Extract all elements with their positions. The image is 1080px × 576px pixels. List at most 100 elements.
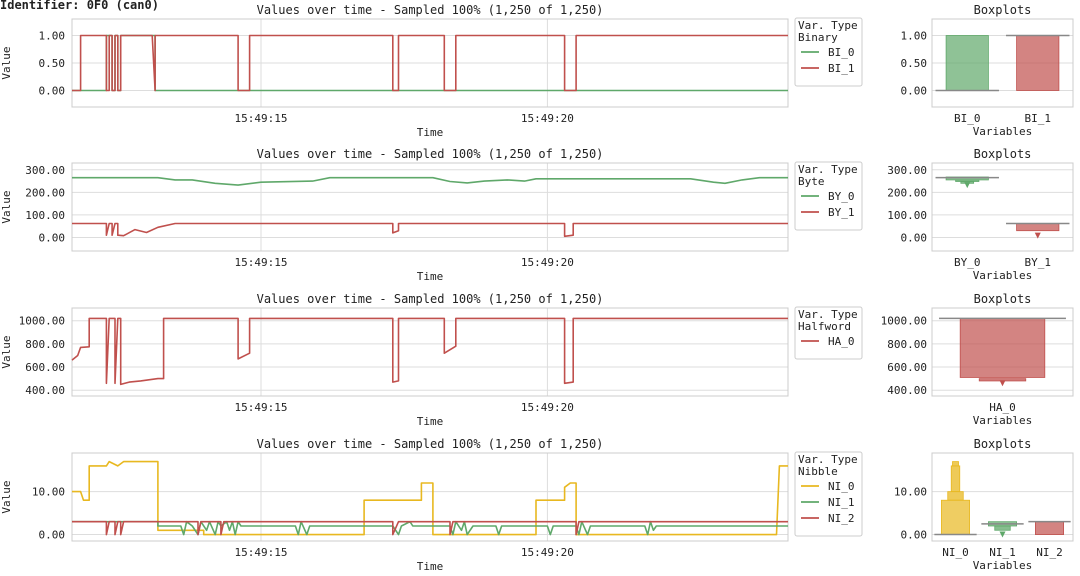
x-tick-label: BI_1 <box>1025 112 1052 125</box>
y-tick-label: 600.00 <box>887 361 927 374</box>
legend-label: BY_1 <box>828 206 855 219</box>
y-tick-label: 1.00 <box>39 30 66 43</box>
series-line-ni-0 <box>72 460 788 536</box>
y-tick-label: 200.00 <box>887 186 927 199</box>
x-tick-label: 15:49:15 <box>235 112 288 125</box>
series-line-ni-2 <box>72 520 788 536</box>
legend-title: Var. Type <box>798 19 858 32</box>
y-tick-label: 800.00 <box>25 338 65 351</box>
x-tick-label: NI_1 <box>989 546 1016 559</box>
x-tick-label: BY_0 <box>954 256 981 269</box>
y-tick-label: 1.00 <box>901 30 928 43</box>
y-axis-label: Value <box>0 190 13 223</box>
y-tick-label: 200.00 <box>25 186 65 199</box>
y-tick-label: 0.00 <box>39 529 66 542</box>
legend-label: NI_2 <box>828 512 855 525</box>
boxplot-title: Boxplots <box>974 437 1032 451</box>
x-tick-label: 15:49:20 <box>521 256 574 269</box>
legend-title: Var. Type <box>798 308 858 321</box>
outlier-marker <box>964 182 971 189</box>
series-line-ha-0 <box>71 317 788 386</box>
y-tick-label: 100.00 <box>887 209 927 222</box>
box-segment-ha-0 <box>959 318 1046 378</box>
outlier-marker <box>1034 232 1041 239</box>
legend-group: Byte <box>798 175 825 188</box>
legend-label: NI_0 <box>828 480 855 493</box>
legend-label: BY_0 <box>828 190 855 203</box>
legend-box <box>794 451 863 537</box>
box-segment-ni-0 <box>952 461 959 467</box>
identifier-label: Identifier: 0F0 (can0) <box>0 0 159 12</box>
y-tick-label: 300.00 <box>25 164 65 177</box>
y-tick-label: 600.00 <box>25 361 65 374</box>
y-tick-label: 800.00 <box>887 338 927 351</box>
legend-box <box>794 306 863 360</box>
series-line-ni-1 <box>72 520 788 536</box>
legend-group: Halfword <box>798 320 851 333</box>
box-segment-ni-1 <box>994 525 1011 531</box>
x-tick-label: 15:49:20 <box>521 401 574 414</box>
legend-group: Binary <box>798 31 838 44</box>
box-segment-ni-0 <box>950 465 961 493</box>
box-segment-ni-0 <box>947 491 964 501</box>
y-axis-label: Value <box>0 335 13 368</box>
plot-frame <box>931 18 1074 108</box>
series-line-by-0 <box>72 176 788 186</box>
x-axis-label: Time <box>417 560 444 573</box>
y-tick-label: 0.00 <box>901 529 928 542</box>
plot-frame <box>71 307 789 397</box>
legend-label: NI_1 <box>828 496 855 509</box>
legend-label: BI_0 <box>828 46 855 59</box>
x-axis-label: Variables <box>973 125 1033 138</box>
legend-label: BI_1 <box>828 62 855 75</box>
series-line-bi-1 <box>72 34 788 92</box>
x-axis-label: Variables <box>973 414 1033 427</box>
y-tick-label: 0.00 <box>901 231 928 244</box>
y-tick-label: 400.00 <box>887 384 927 397</box>
box-segment-bi-1 <box>1016 35 1060 91</box>
y-tick-label: 10.00 <box>32 486 65 499</box>
legend-label: HA_0 <box>828 335 855 348</box>
x-axis-label: Time <box>417 415 444 428</box>
y-tick-label: 1000.00 <box>881 315 927 328</box>
y-tick-label: 0.00 <box>39 231 66 244</box>
y-tick-label: 0.50 <box>901 57 928 70</box>
legend-box <box>794 161 863 231</box>
boxplot-title: Boxplots <box>974 147 1032 161</box>
x-tick-label: 15:49:15 <box>235 401 288 414</box>
x-tick-label: NI_2 <box>1036 546 1063 559</box>
chart-title: Values over time - Sampled 100% (1,250 o… <box>257 3 604 17</box>
chart-title: Values over time - Sampled 100% (1,250 o… <box>257 147 604 161</box>
y-tick-label: 0.00 <box>39 85 66 98</box>
legend-group: Nibble <box>798 465 838 478</box>
x-axis-label: Time <box>417 126 444 139</box>
outlier-marker <box>999 380 1006 387</box>
box-segment-bi-0 <box>945 35 989 91</box>
boxplot-title: Boxplots <box>974 3 1032 17</box>
x-tick-label: BY_1 <box>1025 256 1052 269</box>
x-tick-label: 15:49:20 <box>521 546 574 559</box>
x-tick-label: 15:49:20 <box>521 112 574 125</box>
box-segment-by-1 <box>1016 223 1060 232</box>
y-tick-label: 400.00 <box>25 384 65 397</box>
x-tick-label: NI_0 <box>942 546 969 559</box>
y-axis-label: Value <box>0 480 13 513</box>
y-tick-label: 0.00 <box>901 85 928 98</box>
plot-frame <box>71 162 789 252</box>
box-segment-ni-0 <box>941 499 971 535</box>
x-tick-label: BI_0 <box>954 112 981 125</box>
plot-frame <box>931 452 1074 542</box>
y-tick-label: 10.00 <box>894 486 927 499</box>
plot-frame <box>71 18 789 108</box>
y-axis-label: Value <box>0 46 13 79</box>
chart-title: Values over time - Sampled 100% (1,250 o… <box>257 292 604 306</box>
x-tick-label: HA_0 <box>989 401 1016 414</box>
chart-title: Values over time - Sampled 100% (1,250 o… <box>257 437 604 451</box>
box-segment-ni-2 <box>1035 521 1065 535</box>
y-tick-label: 0.50 <box>39 57 66 70</box>
legend-box <box>794 17 863 87</box>
x-tick-label: 15:49:15 <box>235 256 288 269</box>
series-line-by-1 <box>72 222 788 238</box>
x-axis-label: Variables <box>973 559 1033 572</box>
